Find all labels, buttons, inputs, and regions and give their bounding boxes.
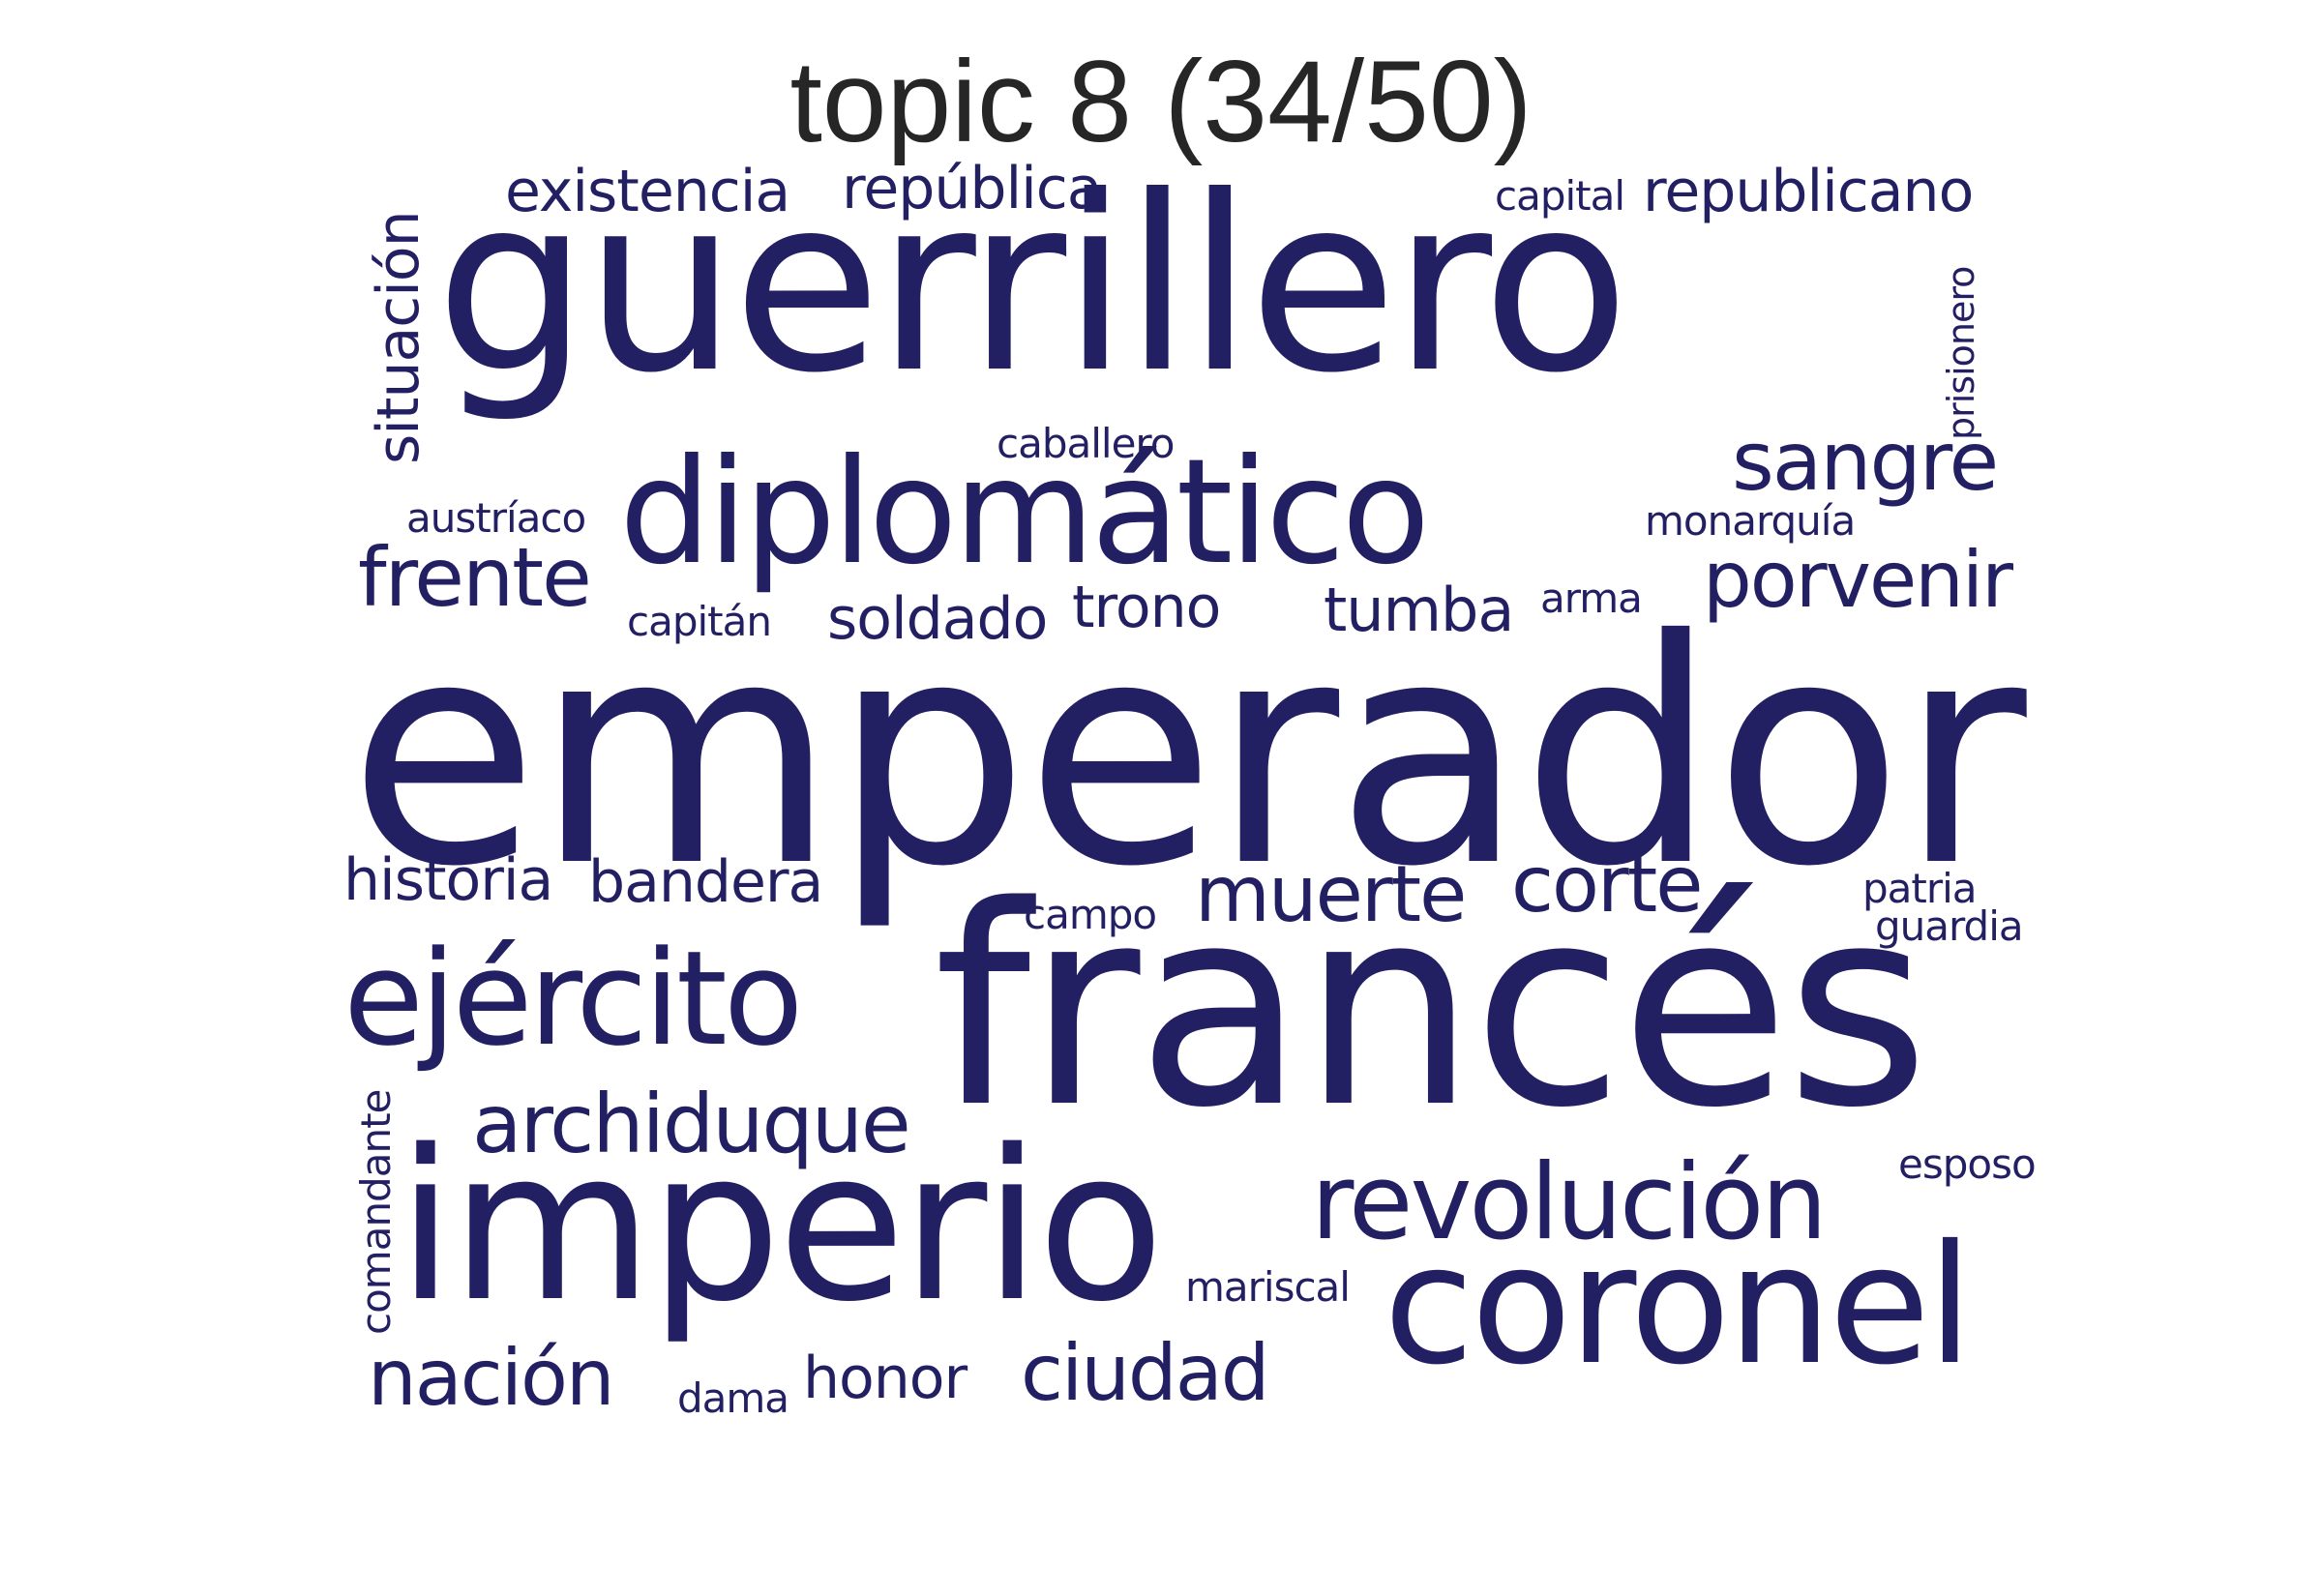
word-trono: trono <box>1072 574 1221 641</box>
word-dama: dama <box>677 1374 789 1422</box>
word-nacion: nación <box>368 1333 615 1423</box>
word-mariscal: mariscal <box>1185 1263 1351 1311</box>
word-ejercito: ejército <box>343 923 803 1075</box>
word-frances: francés <box>934 847 1929 1168</box>
word-muerte: muerte <box>1195 849 1467 939</box>
word-emperador: emperador <box>348 575 2027 934</box>
word-campo: campo <box>1024 891 1157 938</box>
word-coronel: coronel <box>1384 1210 1973 1402</box>
word-archiduque: archiduque <box>472 1077 911 1171</box>
word-sangre: sangre <box>1732 414 1999 509</box>
word-tumba: tumba <box>1324 575 1514 645</box>
word-honor: honor <box>803 1345 968 1412</box>
word-caballero: caballero <box>997 420 1175 467</box>
word-soldado: soldado <box>827 585 1048 653</box>
word-capitan: capitán <box>627 598 772 645</box>
word-historia: historia <box>343 846 553 914</box>
word-ciudad: ciudad <box>1021 1328 1269 1418</box>
word-existencia: existencia <box>505 158 790 225</box>
word-esposo: esposo <box>1898 1140 2037 1188</box>
word-bandera: bandera <box>588 848 823 916</box>
word-imperio: imperio <box>397 1105 1165 1347</box>
word-frente: frente <box>358 530 592 625</box>
word-monarquia: monarquía <box>1645 497 1856 545</box>
chart-title: topic 8 (34/50) <box>789 37 1533 166</box>
word-austriaco: austríaco <box>406 494 586 542</box>
word-porvenir: porvenir <box>1703 535 2013 625</box>
word-corte: corte <box>1511 840 1703 930</box>
word-prisionero: prisionero <box>1940 266 1982 440</box>
word-revolucion: revolución <box>1311 1142 1828 1263</box>
word-patria: patria <box>1862 865 1978 912</box>
word-republicano: republicano <box>1643 158 1974 225</box>
word-guerrillero: guerrillero <box>435 144 1630 426</box>
word-diplomatico: diplomático <box>619 429 1430 597</box>
word-situacion: situación <box>365 211 432 464</box>
word-comandante: comandante <box>352 1089 400 1335</box>
word-arma: arma <box>1540 575 1643 622</box>
word-capital: capital <box>1495 172 1625 220</box>
word-guardia: guardia <box>1875 902 2024 950</box>
word-republica: república <box>842 155 1103 222</box>
